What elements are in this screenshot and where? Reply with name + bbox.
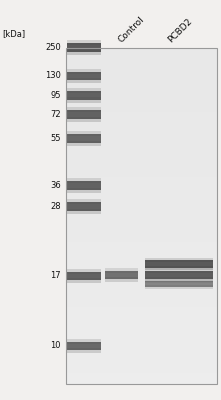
FancyBboxPatch shape [67, 178, 101, 183]
Text: 95: 95 [50, 91, 61, 100]
FancyBboxPatch shape [67, 141, 101, 146]
Text: 250: 250 [45, 43, 61, 52]
FancyBboxPatch shape [105, 277, 138, 282]
FancyBboxPatch shape [145, 270, 213, 279]
FancyBboxPatch shape [67, 78, 101, 84]
FancyBboxPatch shape [67, 50, 101, 55]
FancyBboxPatch shape [67, 40, 101, 45]
FancyBboxPatch shape [145, 258, 213, 262]
FancyBboxPatch shape [67, 131, 101, 136]
FancyBboxPatch shape [67, 181, 101, 190]
FancyBboxPatch shape [145, 268, 213, 273]
Text: 55: 55 [50, 134, 61, 143]
FancyBboxPatch shape [67, 342, 101, 350]
FancyBboxPatch shape [67, 98, 101, 103]
Text: 17: 17 [50, 272, 61, 280]
FancyBboxPatch shape [105, 271, 138, 279]
FancyBboxPatch shape [145, 281, 213, 287]
Text: Control: Control [116, 14, 146, 44]
Text: PCBD2: PCBD2 [166, 16, 194, 44]
FancyBboxPatch shape [67, 209, 101, 214]
FancyBboxPatch shape [67, 43, 101, 52]
FancyBboxPatch shape [67, 278, 101, 284]
FancyBboxPatch shape [67, 188, 101, 193]
FancyBboxPatch shape [67, 72, 101, 80]
FancyBboxPatch shape [67, 348, 101, 354]
FancyBboxPatch shape [67, 338, 101, 344]
Text: 36: 36 [50, 181, 61, 190]
Text: 72: 72 [50, 110, 61, 119]
FancyBboxPatch shape [145, 279, 213, 282]
FancyBboxPatch shape [67, 88, 101, 93]
FancyBboxPatch shape [67, 202, 101, 211]
FancyBboxPatch shape [145, 266, 213, 270]
Text: 10: 10 [50, 342, 61, 350]
FancyBboxPatch shape [145, 286, 213, 289]
FancyBboxPatch shape [67, 110, 101, 119]
FancyBboxPatch shape [67, 107, 101, 112]
FancyBboxPatch shape [67, 134, 101, 143]
Text: [kDa]: [kDa] [2, 29, 25, 38]
FancyBboxPatch shape [67, 117, 101, 122]
FancyBboxPatch shape [67, 68, 101, 74]
Text: 130: 130 [45, 72, 61, 80]
FancyBboxPatch shape [105, 268, 138, 273]
FancyBboxPatch shape [67, 199, 101, 204]
Text: 28: 28 [50, 202, 61, 211]
FancyBboxPatch shape [67, 91, 101, 100]
FancyBboxPatch shape [67, 268, 101, 274]
FancyBboxPatch shape [145, 260, 213, 268]
FancyBboxPatch shape [67, 272, 101, 280]
FancyBboxPatch shape [145, 277, 213, 282]
